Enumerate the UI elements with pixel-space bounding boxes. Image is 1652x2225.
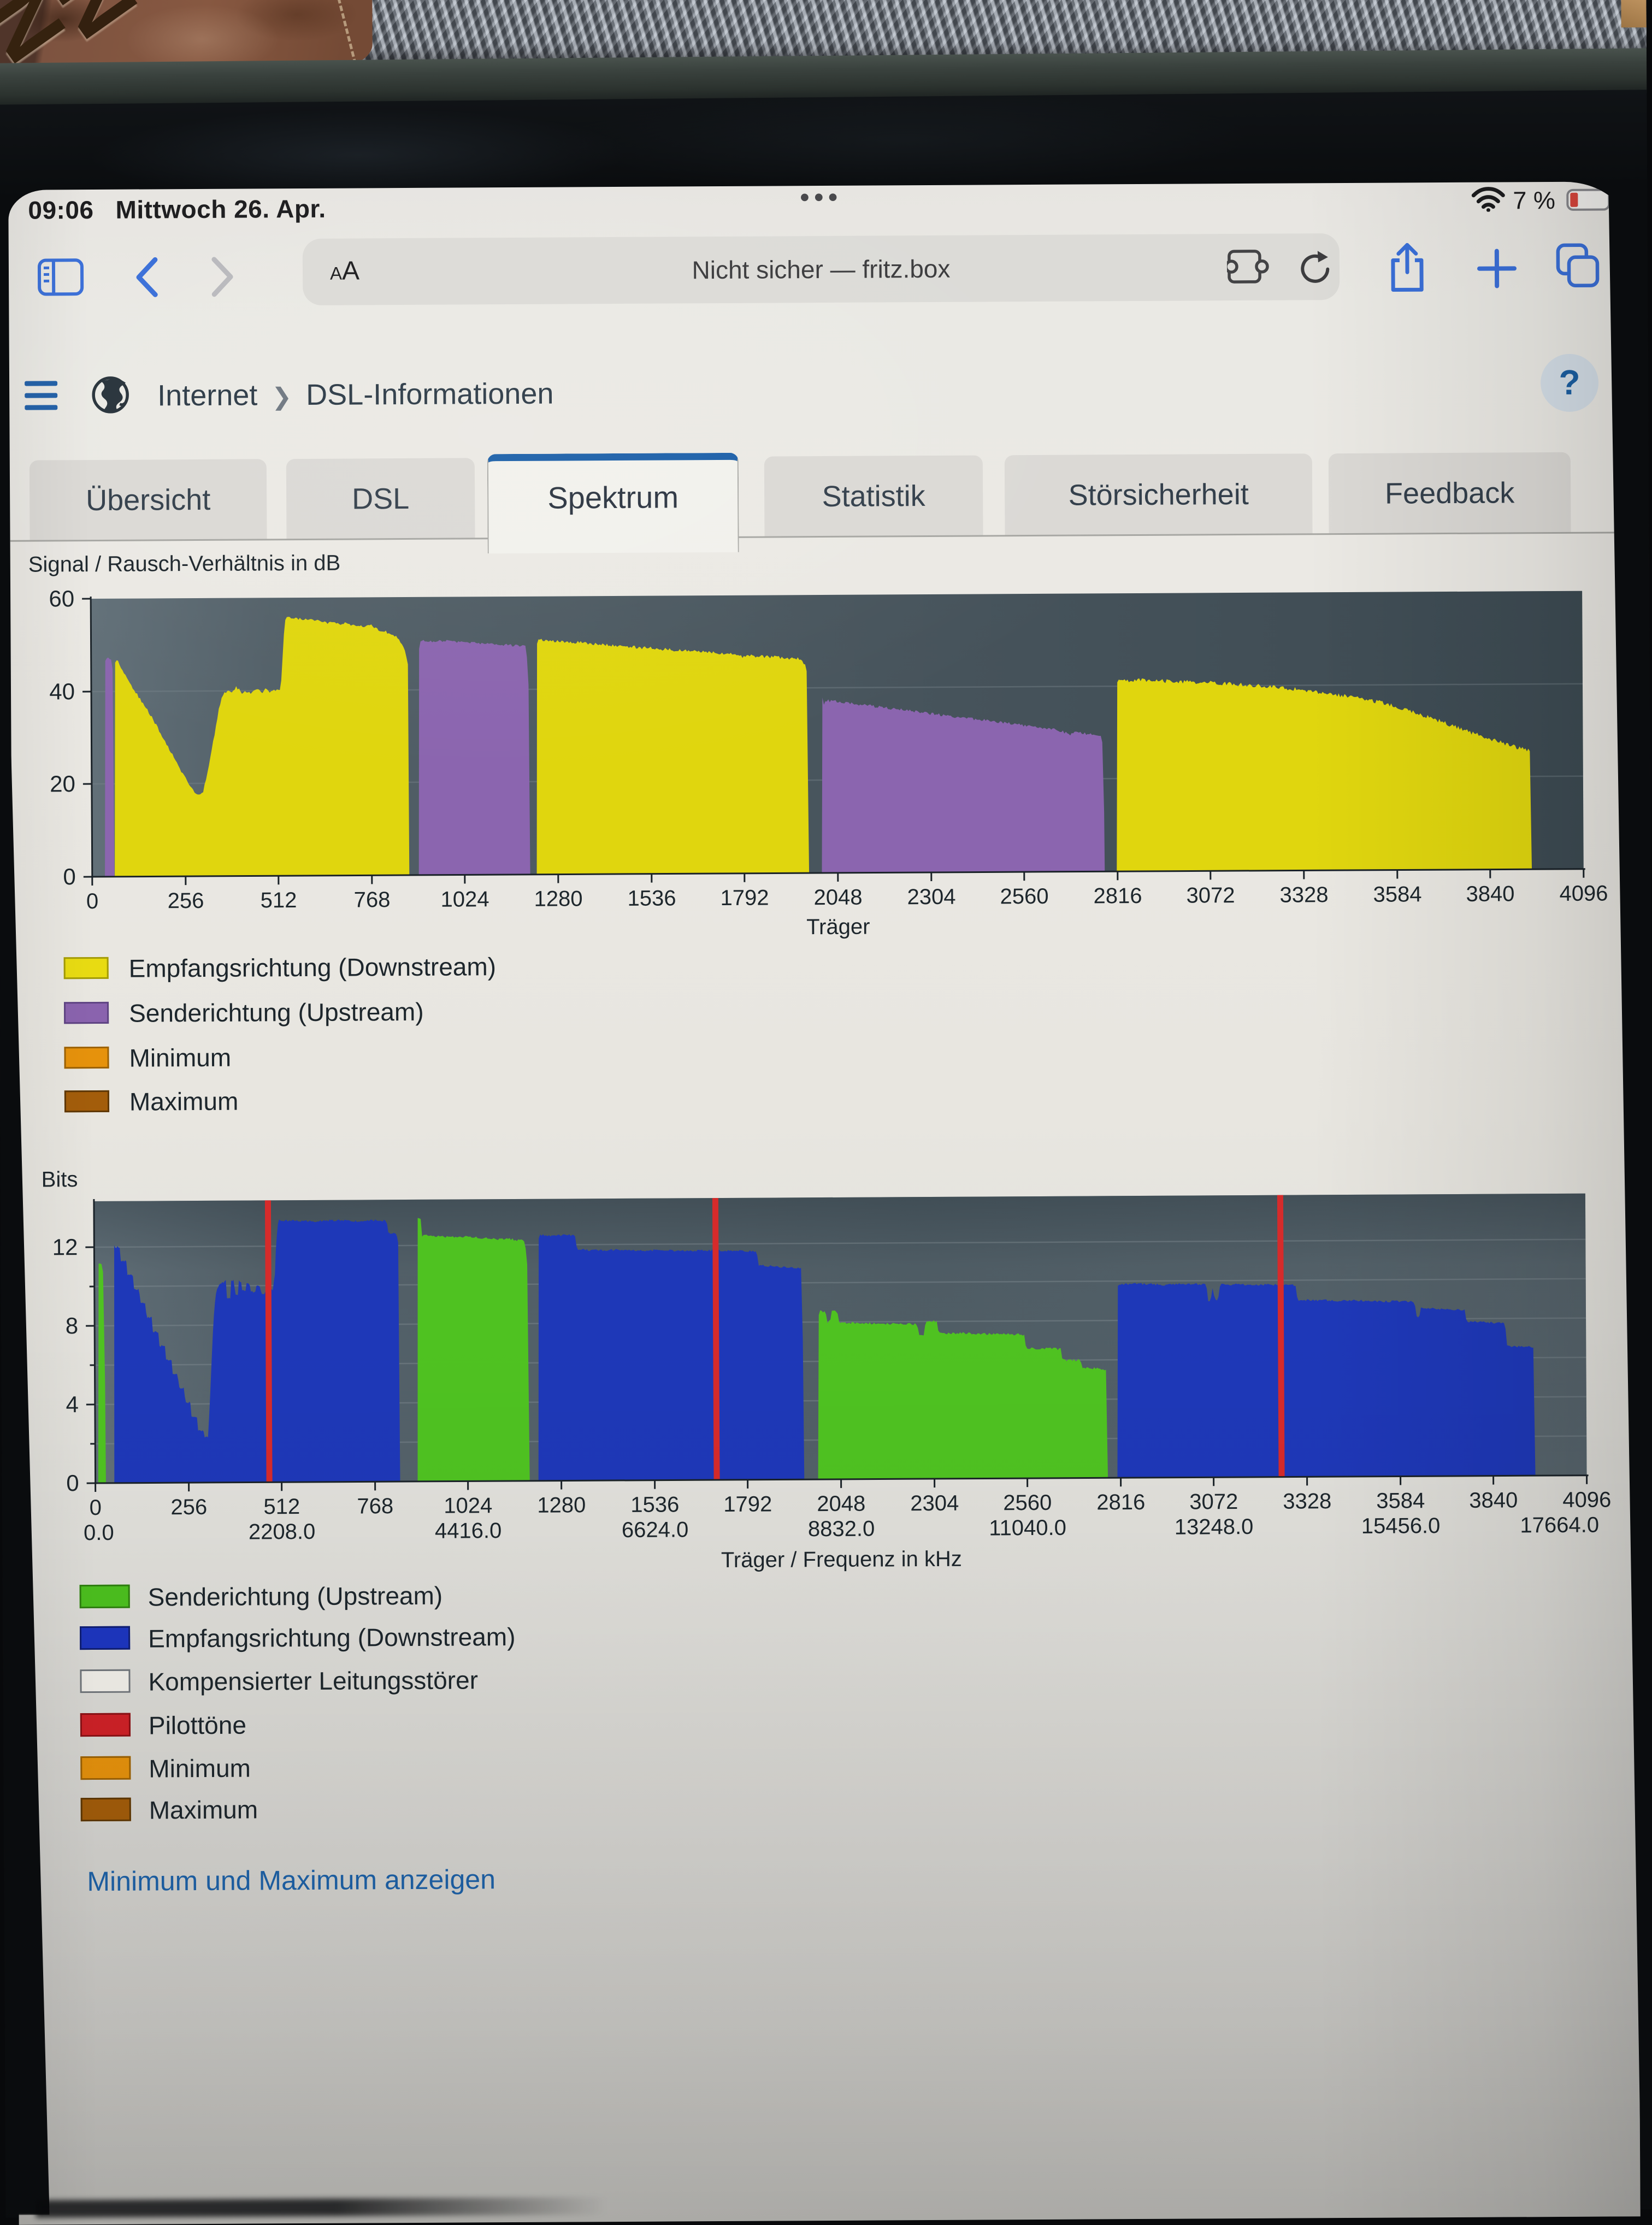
svg-text:2816: 2816 <box>1096 1490 1145 1514</box>
svg-text:512: 512 <box>261 888 297 912</box>
svg-text:Träger / Frequenz in kHz: Träger / Frequenz in kHz <box>721 1547 962 1572</box>
svg-text:3328: 3328 <box>1283 1489 1331 1513</box>
svg-text:2304: 2304 <box>910 1491 959 1515</box>
svg-text:512: 512 <box>263 1495 300 1519</box>
svg-text:0: 0 <box>90 1496 102 1520</box>
svg-text:3840: 3840 <box>1469 1488 1518 1512</box>
svg-text:12: 12 <box>52 1234 78 1260</box>
svg-text:60: 60 <box>49 586 74 611</box>
svg-text:3328: 3328 <box>1279 883 1328 907</box>
svg-text:2816: 2816 <box>1093 884 1142 908</box>
svg-text:17664.0: 17664.0 <box>1520 1513 1599 1538</box>
svg-text:2048: 2048 <box>813 886 862 910</box>
svg-text:2560: 2560 <box>1000 884 1048 908</box>
svg-text:40: 40 <box>49 678 75 704</box>
svg-text:0: 0 <box>66 1470 79 1496</box>
svg-text:1024: 1024 <box>444 1494 492 1518</box>
svg-text:0: 0 <box>86 889 98 913</box>
svg-text:768: 768 <box>357 1494 393 1518</box>
svg-text:8832.0: 8832.0 <box>808 1517 875 1542</box>
svg-text:1536: 1536 <box>627 886 676 910</box>
svg-text:20: 20 <box>50 771 75 796</box>
svg-text:2208.0: 2208.0 <box>249 1520 316 1544</box>
svg-text:13248.0: 13248.0 <box>1175 1515 1254 1539</box>
svg-text:0: 0 <box>63 864 76 889</box>
svg-text:1792: 1792 <box>723 1492 772 1516</box>
svg-text:256: 256 <box>168 889 204 913</box>
svg-text:2304: 2304 <box>907 885 955 909</box>
svg-text:1024: 1024 <box>440 887 489 911</box>
svg-text:8: 8 <box>66 1313 79 1338</box>
svg-text:3584: 3584 <box>1373 882 1421 906</box>
svg-text:1280: 1280 <box>534 887 582 911</box>
svg-text:2048: 2048 <box>817 1492 865 1516</box>
svg-text:256: 256 <box>170 1495 207 1519</box>
svg-text:6624.0: 6624.0 <box>622 1518 689 1542</box>
svg-text:15456.0: 15456.0 <box>1361 1514 1441 1538</box>
svg-text:4: 4 <box>66 1391 79 1417</box>
svg-text:1280: 1280 <box>537 1493 586 1517</box>
svg-text:Träger: Träger <box>806 915 870 940</box>
svg-text:4096: 4096 <box>1559 881 1608 905</box>
svg-text:3584: 3584 <box>1376 1489 1425 1513</box>
svg-text:3072: 3072 <box>1186 883 1235 907</box>
svg-text:1536: 1536 <box>630 1492 679 1516</box>
svg-text:1792: 1792 <box>720 886 769 910</box>
svg-text:11040.0: 11040.0 <box>989 1516 1066 1541</box>
svg-text:3072: 3072 <box>1189 1490 1238 1514</box>
svg-text:3840: 3840 <box>1466 882 1514 906</box>
svg-text:4096: 4096 <box>1562 1488 1611 1512</box>
svg-text:2560: 2560 <box>1003 1491 1052 1515</box>
svg-text:768: 768 <box>354 888 391 912</box>
svg-text:0.0: 0.0 <box>84 1521 114 1545</box>
svg-text:4416.0: 4416.0 <box>435 1519 502 1543</box>
